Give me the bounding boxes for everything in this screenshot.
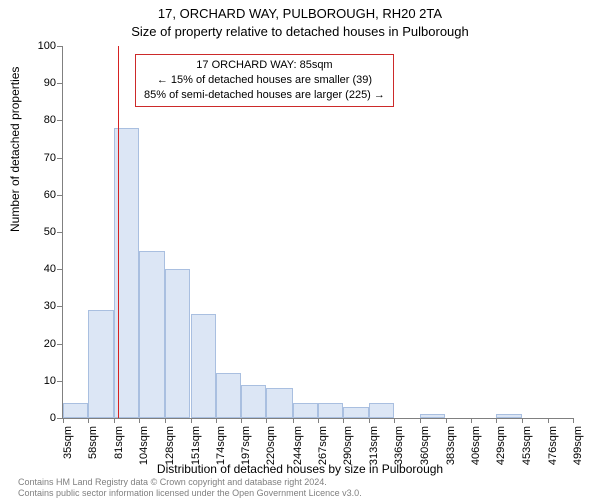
y-tick xyxy=(57,120,62,121)
x-tick xyxy=(343,418,344,423)
histogram-bar xyxy=(165,269,190,418)
x-tick xyxy=(369,418,370,423)
x-tick xyxy=(471,418,472,423)
histogram-bar xyxy=(63,403,88,418)
x-tick-label: 476sqm xyxy=(547,426,559,476)
x-tick-label: 128sqm xyxy=(164,426,176,476)
x-tick-label: 406sqm xyxy=(470,426,482,476)
x-tick-label: 313sqm xyxy=(368,426,380,476)
callout-box: 17 ORCHARD WAY: 85sqm ← 15% of detached … xyxy=(135,54,394,107)
x-tick xyxy=(241,418,242,423)
y-tick xyxy=(57,46,62,47)
footer-line2: Contains public sector information licen… xyxy=(18,488,362,498)
x-tick xyxy=(446,418,447,423)
y-axis-label: Number of detached properties xyxy=(8,67,22,232)
y-tick-label: 0 xyxy=(16,412,56,424)
y-tick-label: 10 xyxy=(16,375,56,387)
y-tick-label: 100 xyxy=(16,40,56,52)
x-tick xyxy=(88,418,89,423)
attribution-footer: Contains HM Land Registry data © Crown c… xyxy=(18,477,362,498)
x-tick-label: 290sqm xyxy=(342,426,354,476)
histogram-bar xyxy=(216,373,241,418)
x-tick xyxy=(394,418,395,423)
histogram-bar xyxy=(241,385,266,418)
histogram-bar xyxy=(343,407,368,418)
x-tick-label: 336sqm xyxy=(393,426,405,476)
y-tick-label: 40 xyxy=(16,263,56,275)
y-tick-label: 30 xyxy=(16,300,56,312)
x-tick xyxy=(114,418,115,423)
histogram-bar xyxy=(318,403,343,418)
title-address: 17, ORCHARD WAY, PULBOROUGH, RH20 2TA xyxy=(0,6,600,21)
x-tick xyxy=(216,418,217,423)
x-tick-label: 35sqm xyxy=(62,426,74,476)
histogram-bar xyxy=(191,314,216,418)
y-tick-label: 90 xyxy=(16,77,56,89)
y-tick xyxy=(57,158,62,159)
x-tick xyxy=(420,418,421,423)
histogram-bar xyxy=(139,251,165,418)
callout-line3: 85% of semi-detached houses are larger (… xyxy=(144,88,385,103)
footer-line1: Contains HM Land Registry data © Crown c… xyxy=(18,477,362,487)
x-tick xyxy=(139,418,140,423)
histogram-bar xyxy=(496,414,522,418)
x-tick xyxy=(191,418,192,423)
y-tick-label: 20 xyxy=(16,338,56,350)
y-tick xyxy=(57,344,62,345)
x-tick-label: 360sqm xyxy=(419,426,431,476)
x-tick-label: 429sqm xyxy=(495,426,507,476)
x-tick-label: 174sqm xyxy=(215,426,227,476)
y-tick xyxy=(57,418,62,419)
x-tick xyxy=(165,418,166,423)
callout-line2: ← 15% of detached houses are smaller (39… xyxy=(144,73,385,88)
x-tick-label: 267sqm xyxy=(317,426,329,476)
x-tick-label: 151sqm xyxy=(190,426,202,476)
histogram-bar xyxy=(88,310,113,418)
y-tick xyxy=(57,269,62,270)
x-tick-label: 383sqm xyxy=(445,426,457,476)
x-tick xyxy=(548,418,549,423)
x-tick xyxy=(266,418,267,423)
reference-line xyxy=(118,46,119,418)
histogram-bar xyxy=(369,403,394,418)
histogram-bar xyxy=(266,388,292,418)
x-tick-label: 244sqm xyxy=(292,426,304,476)
histogram-bar xyxy=(420,414,445,418)
x-tick xyxy=(573,418,574,423)
y-tick xyxy=(57,83,62,84)
x-tick-label: 197sqm xyxy=(240,426,252,476)
y-tick-label: 60 xyxy=(16,189,56,201)
x-tick-label: 499sqm xyxy=(572,426,584,476)
y-tick xyxy=(57,195,62,196)
callout-line1: 17 ORCHARD WAY: 85sqm xyxy=(144,58,385,73)
plot-area: 17 ORCHARD WAY: 85sqm ← 15% of detached … xyxy=(62,46,573,419)
chart-container: 17, ORCHARD WAY, PULBOROUGH, RH20 2TA Si… xyxy=(0,0,600,500)
histogram-bar xyxy=(293,403,318,418)
x-tick xyxy=(63,418,64,423)
x-tick-label: 453sqm xyxy=(521,426,533,476)
x-tick xyxy=(522,418,523,423)
x-tick-label: 104sqm xyxy=(138,426,150,476)
x-tick-label: 58sqm xyxy=(87,426,99,476)
x-tick xyxy=(293,418,294,423)
y-tick-label: 70 xyxy=(16,152,56,164)
y-tick-label: 50 xyxy=(16,226,56,238)
y-tick xyxy=(57,381,62,382)
x-tick-label: 220sqm xyxy=(265,426,277,476)
y-tick-label: 80 xyxy=(16,114,56,126)
title-subtitle: Size of property relative to detached ho… xyxy=(0,24,600,39)
x-tick xyxy=(496,418,497,423)
y-tick xyxy=(57,232,62,233)
x-tick-label: 81sqm xyxy=(113,426,125,476)
x-tick xyxy=(318,418,319,423)
y-tick xyxy=(57,306,62,307)
